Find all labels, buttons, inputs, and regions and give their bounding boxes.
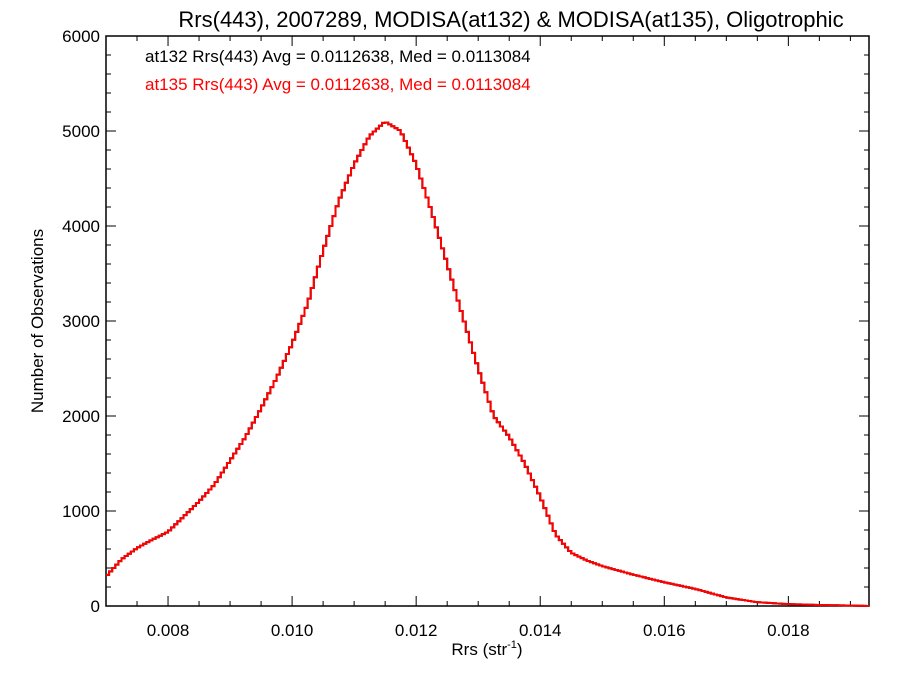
axis-ticks: 0.008 0.010 0.012 0.014 0.016 0.018 0 1000 2000 3… xyxy=(62,27,869,640)
y-tick-label: 5000 xyxy=(62,122,100,141)
annotation-at132: at132 Rrs(443) Avg = 0.0112638, Med = 0.… xyxy=(145,47,531,66)
series-at135-line xyxy=(106,121,869,607)
x-axis-title-main: Rrs (str xyxy=(451,640,507,659)
x-tick-label: 0.016 xyxy=(643,621,686,640)
series-at132-line xyxy=(106,121,869,607)
x-tick-label: 0.008 xyxy=(147,621,190,640)
x-tick-label: 0.010 xyxy=(271,621,314,640)
x-tick-label: 0.012 xyxy=(395,621,438,640)
y-tick-label: 4000 xyxy=(62,217,100,236)
x-axis-title-close: ) xyxy=(517,640,523,659)
y-tick-label: 0 xyxy=(91,597,100,616)
y-tick-label: 3000 xyxy=(62,312,100,331)
annotation-at135: at135 Rrs(443) Avg = 0.0112638, Med = 0.… xyxy=(145,75,531,94)
y-tick-label: 6000 xyxy=(62,27,100,46)
y-tick-label: 1000 xyxy=(62,502,100,521)
x-tick-label: 0.018 xyxy=(767,621,810,640)
series-group xyxy=(106,121,869,607)
x-axis-title: Rrs (str-1) xyxy=(451,639,522,659)
plot-frame xyxy=(105,35,870,607)
y-axis-title: Number of Observations xyxy=(28,229,47,413)
chart-title: Rrs(443), 2007289, MODISA(at132) & MODIS… xyxy=(178,7,843,32)
x-axis-title-sup: -1 xyxy=(507,639,517,651)
y-tick-label: 2000 xyxy=(62,407,100,426)
x-tick-label: 0.014 xyxy=(519,621,562,640)
